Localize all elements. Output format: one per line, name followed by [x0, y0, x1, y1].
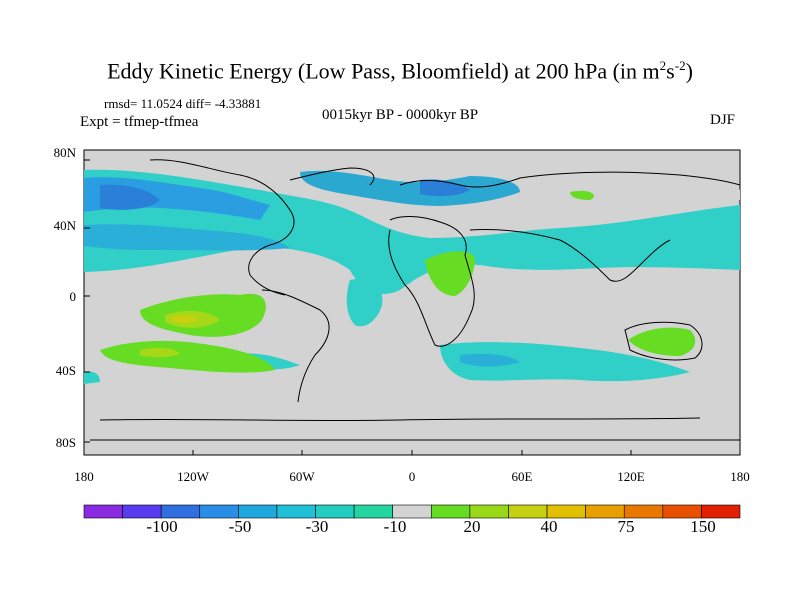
- colorbar-label: 150: [690, 517, 716, 536]
- ekE-anomaly-fields: [84, 169, 740, 384]
- season-label: DJF: [710, 112, 736, 128]
- lat-label-40n: 40N: [53, 218, 76, 233]
- lon-label-0: 0: [408, 469, 416, 484]
- lon-label-180w: 180: [74, 469, 94, 484]
- colorbar-label: -100: [146, 517, 178, 536]
- lon-label-180e: 180: [730, 469, 750, 484]
- chart-title: Eddy Kinetic Energy (Low Pass, Bloomfiel…: [107, 58, 693, 84]
- period-label: 0015kyr BP - 0000kyr BP: [322, 107, 479, 123]
- experiment-label: Expt = tfmep-tfmea: [80, 114, 199, 130]
- lon-label-120e: 120E: [617, 469, 645, 484]
- lat-label-0: 0: [69, 289, 77, 304]
- colorbar-label: 75: [617, 517, 635, 536]
- colorbar-label: -10: [383, 517, 407, 536]
- colorbar-label: 20: [463, 517, 481, 536]
- colorbar-label: -30: [305, 517, 329, 536]
- colorbar-label: 40: [540, 517, 558, 536]
- colorbar-swatch: [701, 504, 741, 519]
- stats-text: rmsd= 11.0524 diff= -4.33881: [104, 96, 262, 111]
- colorbar: [83, 504, 741, 519]
- lat-label-80n: 80N: [53, 145, 76, 160]
- lon-label-60e: 60E: [511, 469, 533, 484]
- colorbar-label: -50: [228, 517, 252, 536]
- colorbar-swatch: [83, 504, 123, 519]
- lon-label-60w: 60W: [289, 469, 315, 484]
- lon-label-120w: 120W: [177, 469, 209, 484]
- lat-label-80s: 80S: [55, 435, 76, 450]
- lat-label-40s: 40S: [55, 363, 76, 378]
- coastlines: [90, 159, 741, 441]
- axis-ticks: [83, 159, 741, 455]
